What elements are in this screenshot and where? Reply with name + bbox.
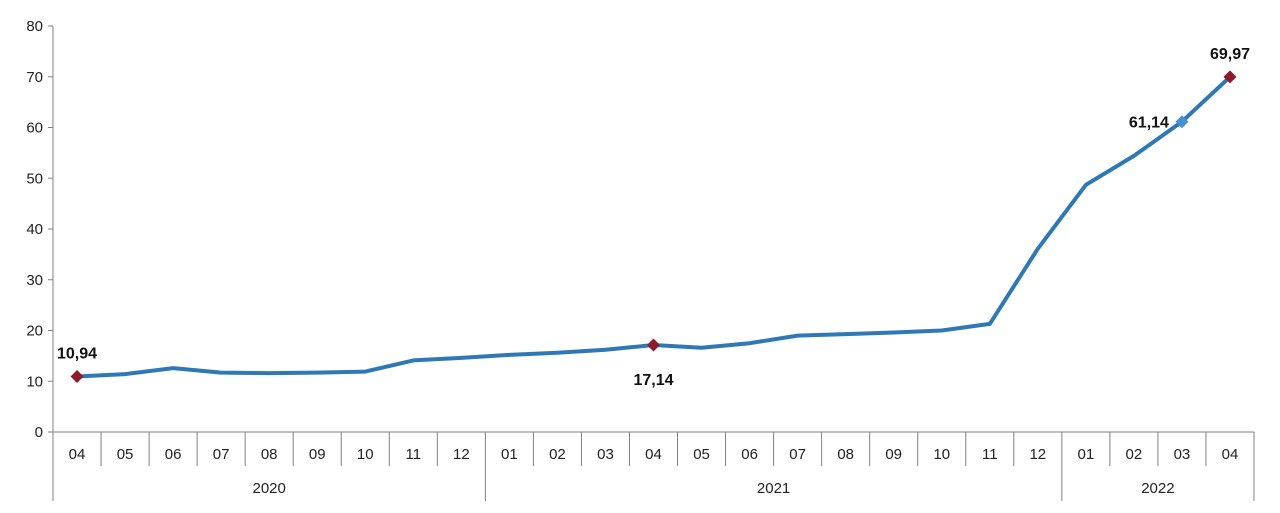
x-tick-label: 05 (693, 446, 710, 463)
series-line (75, 74, 1232, 379)
x-tick-label: 04 (645, 446, 662, 463)
data-label-layer: 10,94 17,14 61,14 69,97 (57, 46, 1250, 389)
x-tick-label: 01 (1078, 446, 1095, 463)
y-tick-label: 60 (26, 120, 43, 137)
x-tick-label: 09 (309, 446, 326, 463)
year-label: 2022 (1141, 480, 1174, 497)
y-tick-label: 40 (26, 221, 43, 238)
y-tick-label: 10 (26, 373, 43, 390)
diamond-marker (647, 338, 660, 352)
y-tick-label: 30 (26, 272, 43, 289)
x-tick-label: 04 (1222, 446, 1239, 463)
x-tick-label: 05 (117, 446, 134, 463)
diamond-marker (1175, 115, 1189, 129)
data-label: 10,94 (57, 345, 97, 362)
data-label: 61,14 (1129, 115, 1169, 132)
x-tick-label: 06 (741, 446, 758, 463)
x-tick-label: 06 (165, 446, 182, 463)
x-tick-label: 08 (261, 446, 278, 463)
y-tick-label: 50 (26, 170, 43, 187)
y-tick-label: 70 (26, 69, 43, 86)
x-tick-label: 12 (1029, 446, 1046, 463)
x-tick-label: 02 (549, 446, 566, 463)
x-tick-label: 07 (789, 446, 806, 463)
x-tick-label: 04 (69, 446, 86, 463)
x-tick-label: 11 (406, 446, 422, 463)
x-tick-label: 10 (933, 446, 950, 463)
diamond-marker (1223, 70, 1237, 84)
x-tick-label: 08 (837, 446, 854, 463)
year-label: 2020 (252, 480, 285, 497)
year-label: 2021 (757, 480, 790, 497)
data-label: 17,14 (633, 372, 673, 389)
x-tick-label: 03 (1174, 446, 1191, 463)
y-tick-label: 20 (26, 323, 43, 340)
x-tick-label: 01 (501, 446, 518, 463)
x-tick-label: 12 (453, 446, 470, 463)
series-line-layer (75, 74, 1232, 379)
data-label: 69,97 (1210, 46, 1250, 63)
diamond-marker (70, 369, 84, 383)
x-tick-label: 10 (357, 446, 374, 463)
marker-layer (70, 70, 1237, 383)
y-tick-label: 0 (35, 424, 43, 441)
x-tick-label: 02 (1126, 446, 1143, 463)
x-tick-label: 09 (885, 446, 902, 463)
x-tick-label: 03 (597, 446, 614, 463)
x-tick-label: 11 (982, 446, 998, 463)
x-tick-label: 07 (213, 446, 230, 463)
y-tick-label: 80 (26, 18, 43, 35)
